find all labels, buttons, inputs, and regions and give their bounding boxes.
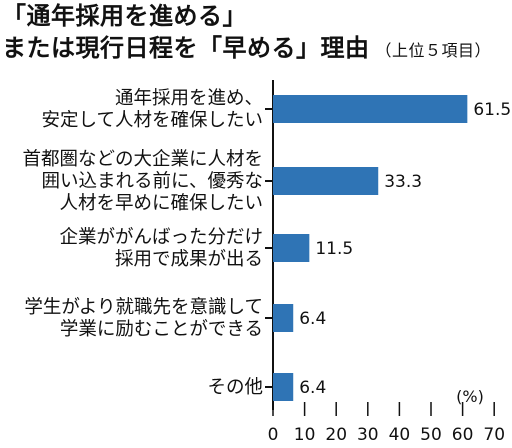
category-label-2-line-1: 首都圏などの大企業に人材を [22, 149, 263, 170]
bar-3 [273, 234, 310, 262]
value-label-2: 33.3 [384, 172, 422, 192]
category-label-4-line-1: 学生がより就職先を意識して [24, 297, 263, 318]
category-label-4-line-2: 学業に励むことができる [60, 319, 263, 340]
value-label-5: 6.4 [299, 378, 326, 398]
category-label-5-line-1: その他 [207, 377, 263, 398]
chart-subtitle: （上位５項目） [375, 41, 492, 60]
bar-5 [273, 373, 294, 401]
chart-title-line-2-text: または現行日程を「早める」理由 [2, 34, 370, 62]
x-tick-label-40: 40 [389, 425, 411, 445]
x-tick-label-30: 30 [357, 425, 379, 445]
unit-label: (%) [456, 387, 484, 406]
x-tick-label-70: 70 [483, 425, 505, 445]
x-tick-label-50: 50 [420, 425, 442, 445]
x-tick-label-20: 20 [325, 425, 347, 445]
bar-1 [273, 95, 468, 123]
value-label-1: 61.5 [473, 100, 511, 120]
bar-4 [273, 304, 294, 332]
category-label-3-line-1: 企業ががんばった分だけ [59, 227, 263, 248]
category-label-1-line-1: 通年採用を進め、 [115, 88, 263, 109]
x-tick-label-0: 0 [268, 425, 279, 445]
x-tick-label-10: 10 [294, 425, 316, 445]
category-label-2-line-2: 囲い込まれる前に、優秀な [42, 171, 263, 192]
bar-2 [273, 167, 379, 195]
chart-title-line-1: 「通年採用を進める」 [2, 2, 247, 30]
x-tick-label-60: 60 [452, 425, 474, 445]
value-label-4: 6.4 [299, 309, 326, 329]
category-label-2-line-3: 人材を早めに確保したい [59, 193, 263, 214]
value-label-3: 11.5 [315, 239, 353, 259]
chart-title-line-2: または現行日程を「早める」理由 （上位５項目） [2, 34, 491, 65]
category-label-3-line-2: 採用で成果が出る [115, 249, 263, 270]
category-label-1-line-2: 安定して人材を確保したい [42, 110, 263, 131]
